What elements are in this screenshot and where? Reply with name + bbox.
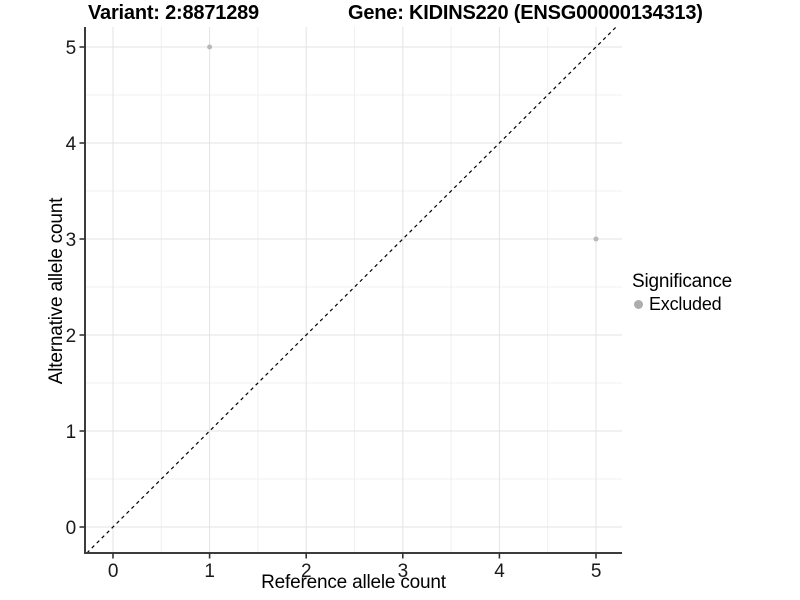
y-tick-label: 2 <box>66 326 76 347</box>
plot-title-gene: Gene: KIDINS220 (ENSG00000134313) <box>348 2 703 24</box>
y-axis-title: Alternative allele count <box>46 197 67 385</box>
axis-lines <box>84 27 622 554</box>
data-point <box>207 44 213 50</box>
legend: Significance Excluded <box>632 270 732 315</box>
x-axis-title: Reference allele count <box>261 572 446 593</box>
y-tick-label: 1 <box>66 422 76 443</box>
y-tick-label: 5 <box>66 38 76 59</box>
x-tick-label: 5 <box>591 561 601 582</box>
y-tick-label: 4 <box>66 134 77 155</box>
legend-item-label: Excluded <box>649 294 722 314</box>
legend-point-icon <box>634 300 643 309</box>
data-point <box>593 236 599 242</box>
x-tick-label: 2 <box>301 561 311 582</box>
y-tick-label: 0 <box>66 518 76 539</box>
x-tick-label: 4 <box>494 561 505 582</box>
legend-item-excluded: Excluded <box>632 294 732 315</box>
legend-title: Significance <box>632 271 733 292</box>
x-tick-label: 1 <box>204 561 214 582</box>
plot-title-variant: Variant: 2:8871289 <box>88 2 259 24</box>
identity-line <box>86 26 617 554</box>
y-tick-label: 3 <box>66 230 76 251</box>
x-tick-label: 0 <box>108 561 118 582</box>
x-tick-label: 3 <box>398 561 408 582</box>
